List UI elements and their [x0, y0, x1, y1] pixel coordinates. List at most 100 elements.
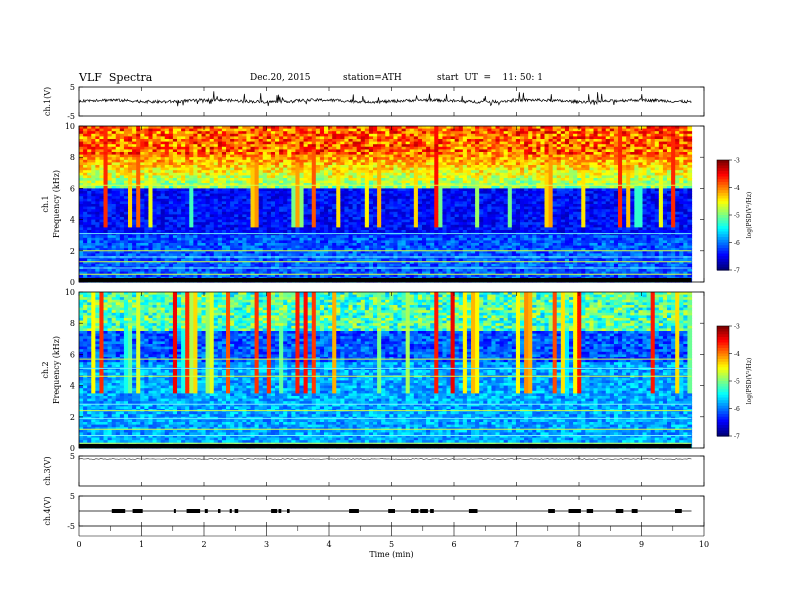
spec1-cell — [385, 159, 390, 163]
spec1-cell — [413, 144, 419, 148]
spec1-cell — [185, 133, 190, 137]
spec1-cell — [434, 152, 439, 156]
spec1-cell — [291, 133, 297, 137]
spec1-cell — [205, 157, 211, 161]
spec1-cell — [466, 131, 472, 135]
spec1-cell — [479, 146, 484, 150]
spec1-cell — [650, 167, 656, 171]
spec1-cell — [622, 144, 627, 148]
spec1-cell — [646, 162, 652, 166]
spec1-cell — [442, 139, 448, 143]
spec1-cell — [360, 136, 366, 140]
spec1-cell — [119, 178, 125, 182]
spec1-cell — [234, 178, 239, 182]
spec1-cell — [107, 185, 113, 189]
spec1-cell — [299, 201, 305, 205]
spec1-cell — [462, 196, 468, 200]
spec1-cell — [581, 126, 586, 130]
spec1-cell — [499, 152, 505, 156]
spec1-cell — [152, 154, 158, 158]
spec1-cell — [503, 133, 509, 137]
spec1-cell — [483, 162, 488, 166]
spec1-cell — [364, 175, 370, 179]
spec1-cell — [164, 201, 170, 205]
spec1-cell — [352, 167, 358, 171]
spec1-cell — [577, 167, 582, 171]
spec1-cell — [499, 128, 505, 132]
spec1-cell — [581, 175, 586, 179]
spec1-cell — [303, 183, 309, 187]
spec1-cell — [426, 152, 431, 156]
spec1-cell — [683, 185, 689, 189]
spec1-cell — [479, 183, 484, 187]
spec1-cell — [560, 196, 566, 200]
spec1-cell — [471, 191, 476, 195]
spec1-cell — [83, 193, 88, 197]
spec1-cell — [511, 172, 517, 176]
spec1-cell — [205, 159, 211, 163]
spec1-cell — [524, 185, 529, 189]
spec1-cell — [397, 159, 403, 163]
spec1-cell — [79, 172, 84, 176]
spec1-cell — [315, 191, 321, 195]
spec1-cell — [466, 175, 472, 179]
spec1-cell — [515, 162, 521, 166]
spec1-cell — [250, 191, 256, 195]
spec1-cell — [152, 133, 158, 137]
spec1-cell — [626, 139, 631, 143]
spec1-cell — [328, 126, 333, 130]
spec1-cell — [675, 128, 680, 132]
spec1-cell — [168, 159, 174, 163]
spec1-cell — [234, 154, 239, 158]
spec1-cell — [79, 188, 84, 192]
spec1-cell — [262, 188, 268, 192]
spec1-cell — [303, 133, 309, 137]
spec1-cell — [307, 180, 313, 184]
spec1-cell — [442, 146, 448, 150]
spec1-cell — [630, 193, 635, 197]
spec1-cell — [471, 141, 476, 145]
spec1-cell — [352, 144, 358, 148]
spec1-cell — [450, 133, 456, 137]
spec1-cell — [99, 183, 105, 187]
spec1-cell — [495, 133, 501, 137]
spec1-cell — [434, 188, 439, 192]
spec1-cell — [654, 193, 660, 197]
spec1-cell — [132, 144, 137, 148]
spec1-cell — [83, 178, 88, 182]
spec1-cell — [495, 188, 501, 192]
spec1-cell — [687, 131, 693, 135]
spec1-cell — [422, 198, 427, 202]
spec1-cell — [234, 144, 239, 148]
spec1-cell — [622, 191, 627, 195]
spec1-cell — [283, 144, 288, 148]
spec1-cell — [254, 172, 260, 176]
spec1-cell — [364, 172, 370, 176]
spec1-cell — [254, 144, 260, 148]
spec1-cell — [393, 185, 399, 189]
spec1-cell — [336, 198, 341, 202]
spec1-cell — [552, 196, 558, 200]
spec1-cell — [368, 191, 374, 195]
spec1-cell — [426, 133, 431, 137]
spec1-cell — [201, 136, 207, 140]
spec1-cell — [458, 152, 464, 156]
spec1-cell — [185, 188, 190, 192]
spec1-cell — [430, 157, 435, 161]
spec1-cell — [417, 185, 423, 189]
spec1-cell — [295, 180, 301, 184]
spec1-cell — [115, 149, 121, 153]
spec1-cell — [307, 144, 313, 148]
spec1-cell — [434, 175, 439, 179]
spec1-cell — [609, 131, 615, 135]
spec1-cell — [601, 175, 607, 179]
spec1-cell — [287, 172, 292, 176]
spec1-cell — [324, 191, 329, 195]
spec1-cell — [556, 167, 562, 171]
spec1-cell — [315, 170, 321, 174]
spec1-cell — [622, 159, 627, 163]
spec1-cell — [683, 149, 689, 153]
spec1-cell — [91, 191, 96, 195]
spec1-cell — [205, 141, 211, 145]
spec1-cell — [148, 180, 154, 184]
